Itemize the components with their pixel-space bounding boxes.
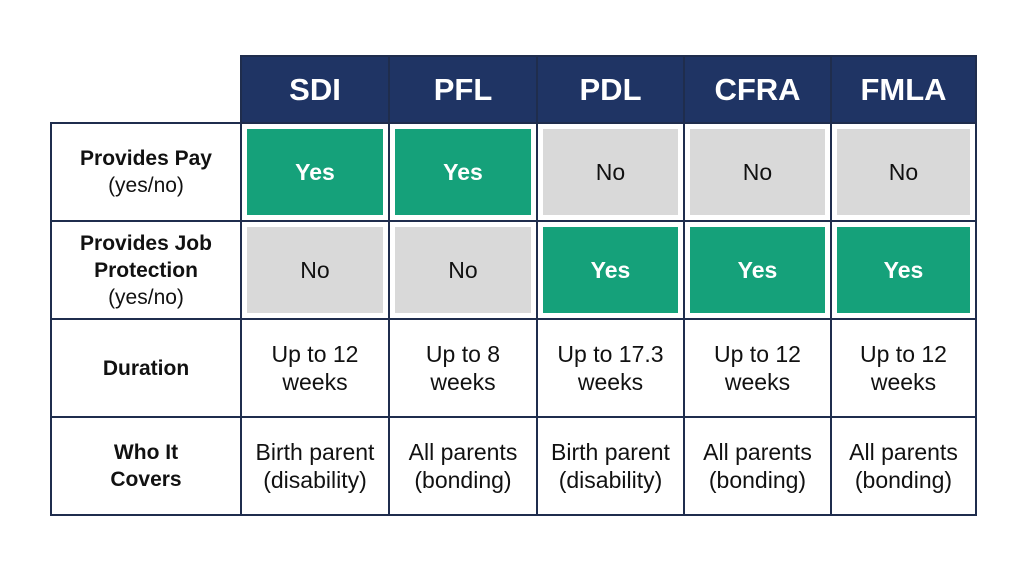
row-label-line: Covers [110,468,182,491]
cell-lines: All parents (bonding) [409,438,518,494]
no-badge: No [543,129,678,215]
cell-line: All parents [703,439,812,465]
cell-line: All parents [849,439,958,465]
table-cell: Up to 8 weeks [388,318,538,418]
cell-line: weeks [724,369,791,395]
comparison-table: SDI PFL PDL CFRA FMLA Provides Pay (yes/no) Ye… [50,55,977,516]
cell-line: Up to 12 [271,341,359,367]
row-sublabel: (yes/no) [108,285,184,309]
cell-line: Up to 17.3 [557,341,664,367]
column-header: CFRA [683,55,832,124]
table-cell: No [536,122,685,222]
no-badge: No [395,227,531,313]
cell-line: weeks [282,369,348,395]
no-badge: No [837,129,970,215]
row-label-line: Provides Job [80,231,212,255]
cell-line: (disability) [558,467,663,493]
table-cell: Yes [388,122,538,222]
cell-lines: Up to 12 weeks [714,340,801,396]
cell-text: Up to 12 weeks [690,325,825,411]
table-row: Provides Pay (yes/no) Yes Yes No No No [50,122,977,222]
cell-lines: All parents (bonding) [849,438,958,494]
corner-cell [51,56,241,124]
cell-line: Birth parent [551,439,670,465]
cell-line: (bonding) [708,467,807,493]
row-label-line: Who It [113,441,179,464]
table-cell: Up to 12 weeks [240,318,390,418]
row-label-line: Duration [102,356,190,380]
cell-line: (bonding) [414,467,512,493]
cell-text: Birth parent (disability) [247,423,383,509]
table-cell: Up to 12 weeks [830,318,977,418]
yes-badge: Yes [395,129,531,215]
column-header: SDI [240,55,390,124]
table-cell: All parents (bonding) [683,416,832,516]
table-cell: Yes [536,220,685,320]
cell-lines: Birth parent (disability) [551,438,670,494]
table-row: Who It Covers Birth parent (disability) All … [50,416,977,516]
cell-lines: Up to 17.3 weeks [557,340,663,396]
table-cell: No [388,220,538,320]
table-body: Provides Pay (yes/no) Yes Yes No No No Provides… [50,122,977,516]
no-badge: No [690,129,825,215]
column-header: PFL [388,55,538,124]
row-label: Who It Covers [50,416,242,516]
row-label: Provides Pay (yes/no) [50,122,242,222]
cell-text: All parents (bonding) [395,423,531,509]
no-badge: No [247,227,383,313]
header-row: SDI PFL PDL CFRA FMLA [51,55,977,124]
cell-line: Up to 12 [714,341,801,367]
table-cell: No [683,122,832,222]
cell-text: All parents (bonding) [690,423,825,509]
cell-text: All parents (bonding) [837,423,970,509]
table-row: Provides Job Protection (yes/no) No No Yes Yes… [50,220,977,320]
cell-line: All parents [408,439,518,465]
cell-line: weeks [577,369,644,395]
cell-text: Up to 12 weeks [247,325,383,411]
cell-line: (disability) [263,467,367,493]
row-label: Duration [50,318,242,418]
yes-badge: Yes [837,227,970,313]
yes-badge: Yes [690,227,825,313]
cell-line: Up to 12 [860,341,947,367]
cell-lines: Birth parent (disability) [256,438,375,494]
yes-badge: Yes [247,129,383,215]
table-row: Duration Up to 12 weeks Up to 8 weeks Up to 1… [50,318,977,418]
cell-text: Up to 8 weeks [395,325,531,411]
table-cell: Yes [240,122,390,222]
table-cell: Birth parent (disability) [240,416,390,516]
table-cell: Birth parent (disability) [536,416,685,516]
cell-text: Birth parent (disability) [543,423,678,509]
cell-lines: Up to 8 weeks [426,340,500,396]
cell-text: Up to 17.3 weeks [543,325,678,411]
yes-badge: Yes [543,227,678,313]
cell-line: weeks [430,369,496,395]
cell-text: Up to 12 weeks [837,325,970,411]
table-cell: Yes [830,220,977,320]
column-header: PDL [536,55,685,124]
table-cell: Up to 12 weeks [683,318,832,418]
row-label-line: Protection [94,258,198,282]
cell-lines: Up to 12 weeks [860,340,947,396]
row-label: Provides Job Protection (yes/no) [50,220,242,320]
table-cell: All parents (bonding) [830,416,977,516]
table-cell: All parents (bonding) [388,416,538,516]
cell-line: Birth parent [255,439,375,465]
cell-line: weeks [870,369,937,395]
row-label-line: Provides Pay [80,147,212,170]
table-cell: Yes [683,220,832,320]
table-cell: No [830,122,977,222]
column-header: FMLA [830,55,977,124]
cell-line: (bonding) [854,467,953,493]
table-cell: No [240,220,390,320]
table-cell: Up to 17.3 weeks [536,318,685,418]
cell-lines: Up to 12 weeks [272,340,359,396]
cell-line: Up to 8 [425,341,501,367]
cell-lines: All parents (bonding) [703,438,812,494]
row-sublabel: (yes/no) [108,174,184,197]
